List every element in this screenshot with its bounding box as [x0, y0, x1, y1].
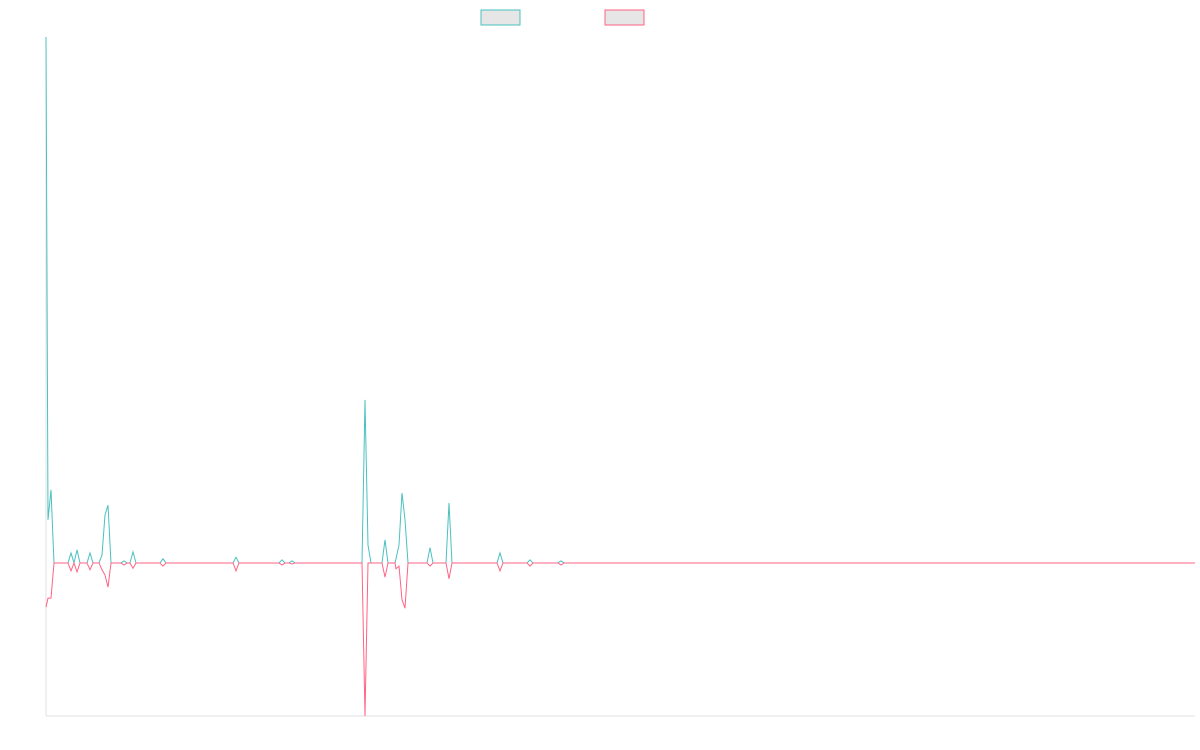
line-series	[45, 36, 1195, 565]
legend-swatch	[480, 9, 521, 26]
line-series	[45, 561, 1195, 717]
legend-swatch	[604, 9, 645, 26]
